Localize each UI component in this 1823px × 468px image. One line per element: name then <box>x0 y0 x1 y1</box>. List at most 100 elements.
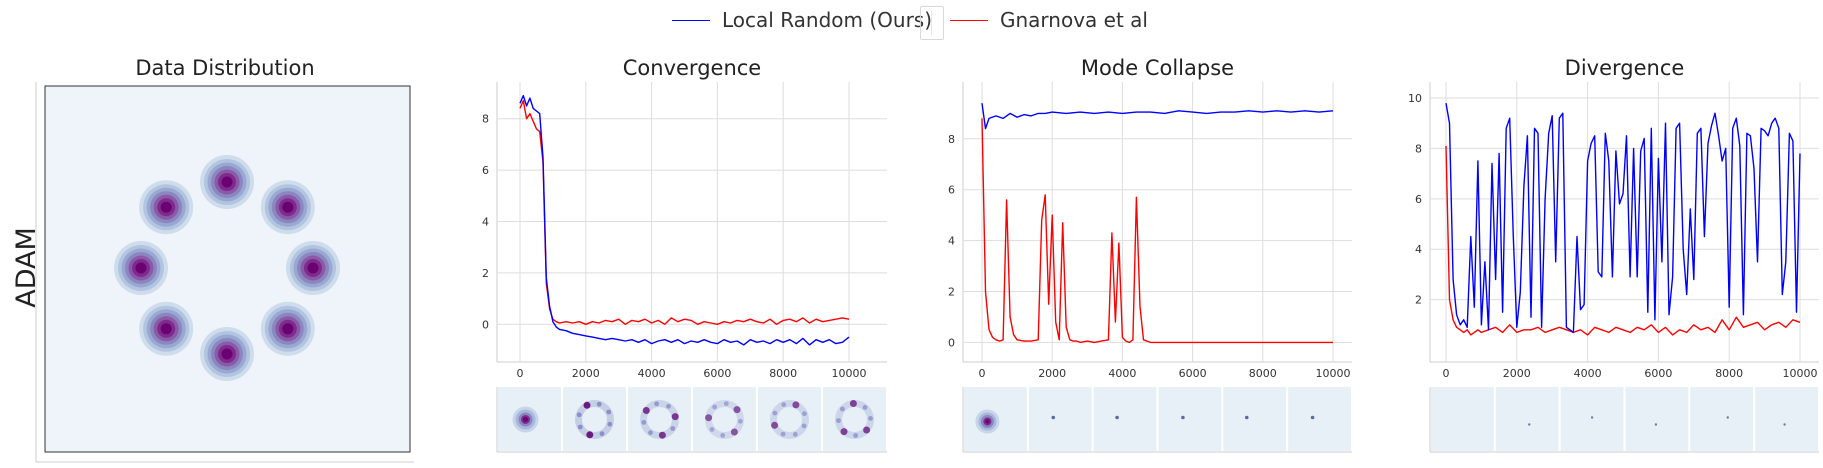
snapshot-mode-dot <box>712 404 717 410</box>
snapshot-point <box>1783 423 1786 426</box>
series-line <box>519 99 850 325</box>
snapshot-mode-dot <box>792 401 800 409</box>
snapshot-cell <box>1431 387 1494 451</box>
snapshot-background <box>628 387 691 451</box>
y-tick-label: 10 <box>1408 92 1422 105</box>
y-tick-label: 4 <box>948 235 955 248</box>
density-contour <box>160 323 172 335</box>
y-tick-label: 4 <box>482 216 489 229</box>
y-tick-label: 0 <box>948 336 955 349</box>
snapshot-mode-dot <box>720 433 726 438</box>
snapshot-background <box>1288 387 1351 451</box>
snapshot-mode-dot <box>802 411 807 417</box>
snapshot-mode-dot <box>705 414 713 422</box>
snapshot-background <box>823 387 886 451</box>
snapshot-mode-dot <box>654 401 659 407</box>
y-tick-label: 0 <box>482 318 489 331</box>
snapshot-point <box>1181 415 1185 420</box>
snapshot-mode-dot <box>836 418 841 423</box>
snapshot-cell <box>563 387 626 451</box>
snapshot-mode-dot <box>642 407 650 414</box>
snapshot-cell <box>1560 387 1624 451</box>
legend-label-gnarnova: Gnarnova et al <box>1000 8 1148 32</box>
snapshot-mode-dot <box>733 406 741 414</box>
snapshot-cell <box>628 387 691 451</box>
snapshot-mode-dot <box>670 426 676 431</box>
snapshot-mode-dot <box>658 431 666 439</box>
snapshot-mode-dot <box>606 409 612 415</box>
snapshot-mode-dot <box>801 423 807 429</box>
density-contour <box>135 262 147 274</box>
x-tick-label: 10000 <box>1783 367 1818 380</box>
snapshot-mode-dot <box>863 426 871 434</box>
snapshot-mode-dot <box>577 424 583 430</box>
gaussian-mode <box>260 180 315 235</box>
y-tick-label: 6 <box>1415 193 1422 206</box>
snapshot-background <box>1223 387 1287 451</box>
snapshot-mode-dot <box>648 430 653 436</box>
snapshot-mode-dot <box>771 421 779 429</box>
density-contour <box>282 201 294 213</box>
y-tick-label: 8 <box>482 113 489 126</box>
snapshot-point <box>1726 416 1729 419</box>
snapshot-cell <box>498 387 561 451</box>
snapshot-mode-dot <box>849 400 857 407</box>
snapshot-mode-dot <box>738 418 743 424</box>
snapshot-background <box>1755 387 1818 451</box>
snapshot-mode-dot <box>586 431 594 439</box>
y-tick-label: 8 <box>1415 142 1422 155</box>
series-line <box>981 118 1333 344</box>
y-tick-label: 2 <box>948 285 955 298</box>
x-tick-label: 6000 <box>1179 367 1207 380</box>
series-line <box>1445 102 1801 334</box>
x-tick-label: 8000 <box>1249 367 1277 380</box>
gaussian-mode <box>286 241 340 295</box>
snapshot-mode-dot <box>641 420 647 425</box>
snapshot-mode-dot <box>583 401 591 409</box>
snapshot-background <box>1625 387 1689 451</box>
gaussian-mode <box>139 301 194 356</box>
gaussian-mode <box>200 155 254 209</box>
panel-title-convergence: Convergence <box>622 56 762 80</box>
panel-title-mode-collapse: Mode Collapse <box>1080 56 1235 80</box>
snapshot-mode-dot <box>730 428 738 436</box>
gaussian-mode <box>200 327 254 381</box>
snapshot-mode-dot <box>666 403 671 409</box>
snapshot-cell <box>1690 387 1754 451</box>
legend-item-gnarnova: Gnarnova et al <box>950 8 1148 32</box>
density-contour <box>282 323 294 335</box>
snapshot-mode-dot <box>792 432 798 437</box>
snapshot-mode-dot <box>709 427 715 432</box>
x-tick-label: 6000 <box>1644 367 1672 380</box>
x-tick-label: 0 <box>517 367 524 380</box>
snapshot-mode-dot <box>599 431 605 437</box>
snapshot-cell <box>1755 387 1818 451</box>
x-tick-label: 2000 <box>1503 367 1531 380</box>
snapshot-mode-dot <box>772 410 778 416</box>
snapshot-cell <box>964 387 1027 451</box>
snapshot-cell <box>693 387 756 451</box>
series-line <box>519 94 850 346</box>
x-tick-label: 6000 <box>703 367 731 380</box>
snapshot-cell <box>758 387 821 451</box>
snapshot-cell <box>1495 387 1559 451</box>
x-tick-label: 2000 <box>572 367 600 380</box>
snapshot-cell <box>1158 387 1222 451</box>
snapshot-background <box>1690 387 1754 451</box>
legend-separator <box>920 6 944 40</box>
x-tick-label: 0 <box>979 367 986 380</box>
snapshot-blob <box>523 417 528 422</box>
y-tick-label: 6 <box>482 164 489 177</box>
snapshot-point <box>1051 415 1056 420</box>
snapshot-mode-dot <box>723 401 729 406</box>
snapshot-background <box>758 387 821 451</box>
snapshot-point <box>1528 423 1531 426</box>
density-contour <box>221 348 233 360</box>
x-tick-label: 8000 <box>1715 367 1743 380</box>
snapshot-mode-dot <box>596 401 602 407</box>
density-contour <box>307 262 319 274</box>
gaussian-mode <box>260 301 315 356</box>
legend-label-local-random: Local Random (Ours) <box>722 8 933 32</box>
snapshot-cell <box>1288 387 1351 451</box>
x-tick-label: 10000 <box>832 367 867 380</box>
